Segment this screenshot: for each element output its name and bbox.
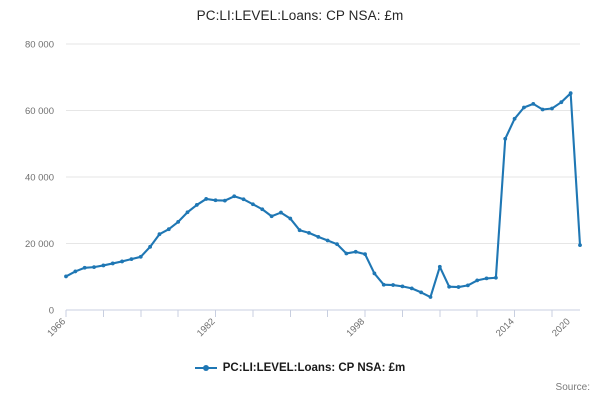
series-data-point[interactable] [531,101,536,106]
series-data-point[interactable] [540,107,545,112]
series-data-point[interactable] [475,278,480,283]
series-data-point[interactable] [222,198,227,203]
series-data-point[interactable] [288,216,293,221]
series-data-point[interactable] [82,265,87,270]
x-axis [65,309,580,317]
series-data-point[interactable] [316,234,321,239]
series-data-point[interactable] [522,105,526,110]
series-data-point[interactable] [120,259,124,264]
series-data-point[interactable] [176,219,181,224]
series-data-point[interactable] [157,232,162,237]
series-data-point[interactable] [260,207,265,212]
source-note: Source: [555,382,590,393]
y-tick-label: 40 000 [25,173,54,184]
series-data-point[interactable] [344,251,349,256]
x-tick-label: 1982 [195,316,218,339]
series-data-point[interactable] [138,254,143,259]
x-tick-label: 2020 [550,316,573,339]
series-data-point[interactable] [493,275,498,280]
x-axis-tick-labels: 1966 1982 1998 2014 2020 [45,316,572,339]
y-tick-label: 60 000 [25,106,54,117]
series-data-point[interactable] [325,238,330,243]
x-tick-label: 1966 [45,316,68,339]
series-data-point[interactable] [372,271,377,276]
series-data-point[interactable] [297,228,302,233]
series-data-point[interactable] [512,116,517,121]
series-data-point[interactable] [166,227,171,232]
y-tick-label: 20 000 [25,239,54,250]
chart-legend: PC:LI:LEVEL:Loans: CP NSA: £m [0,362,600,376]
series-data-point[interactable] [409,286,414,291]
series-data-point[interactable] [269,214,274,219]
data-series-line[interactable] [64,91,582,299]
y-axis-tick-labels: 0 20 000 40 000 60 000 80 000 [25,40,54,317]
series-data-point[interactable] [110,261,115,266]
series-data-point[interactable] [391,283,395,287]
y-tick-label: 80 000 [25,40,54,51]
series-data-point[interactable] [279,210,283,215]
x-tick-label: 2014 [494,316,517,339]
legend-line-marker-icon [194,363,217,373]
series-data-point[interactable] [148,244,153,249]
x-tick-label: 1998 [344,316,367,339]
series-data-point[interactable] [400,284,405,289]
series-data-point[interactable] [363,252,367,257]
series-data-point[interactable] [185,210,190,215]
series-data-point[interactable] [64,274,68,279]
series-data-point[interactable] [241,197,246,202]
legend-item[interactable]: PC:LI:LEVEL:Loans: CP NSA: £m [194,362,406,374]
series-data-point[interactable] [232,194,237,199]
series-data-point[interactable] [129,257,134,262]
series-data-point[interactable] [101,263,106,268]
series-data-point[interactable] [578,243,582,248]
series-data-point[interactable] [419,290,424,295]
series-data-point[interactable] [484,276,489,281]
series-data-point[interactable] [465,283,470,288]
series-data-point[interactable] [92,265,96,270]
series-data-point[interactable] [447,284,452,289]
chart-title: PC:LI:LEVEL:Loans: CP NSA: £m [196,8,404,23]
series-data-point[interactable] [428,295,433,299]
legend-label: PC:LI:LEVEL:Loans: CP NSA: £m [222,362,406,374]
series-polyline[interactable] [64,92,582,299]
series-data-point[interactable] [213,198,218,203]
series-data-point[interactable] [204,197,209,201]
series-data-point[interactable] [456,285,461,289]
series-data-point[interactable] [550,106,554,111]
series-data-point[interactable] [568,91,573,96]
series-data-point[interactable] [353,249,358,254]
series-data-point[interactable] [251,202,255,207]
series-data-point[interactable] [437,264,442,269]
series-data-point[interactable] [194,203,199,207]
series-data-point[interactable] [559,100,564,105]
y-tick-label: 0 [49,306,54,317]
series-data-point[interactable] [503,136,508,141]
series-data-point[interactable] [307,230,311,235]
series-data-point[interactable] [381,282,386,287]
series-data-point[interactable] [335,242,339,247]
series-data-point[interactable] [73,269,78,274]
